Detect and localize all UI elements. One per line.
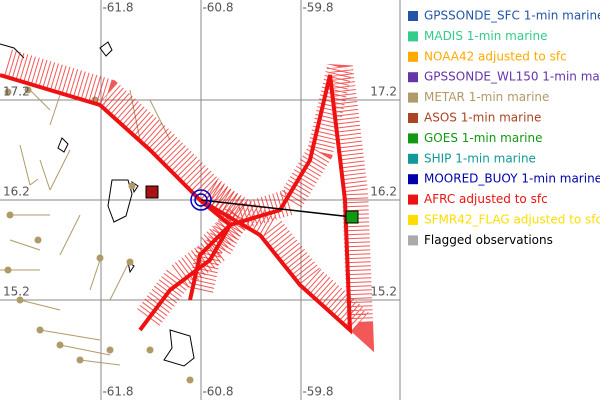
- metar-stations: [0, 86, 194, 384]
- legend-label: ASOS 1-min marine: [424, 111, 541, 125]
- lat-label: 15.2: [370, 285, 397, 299]
- legend-swatch: [408, 194, 418, 205]
- center-track: [200, 199, 353, 218]
- asos-station: [145, 185, 159, 199]
- legend-label: GPSSONDE_SFC 1-min marine: [424, 9, 600, 23]
- legend-swatch: [408, 113, 418, 123]
- lat-label: 17.2: [3, 85, 30, 99]
- legend-swatch: [408, 153, 418, 164]
- lat-label: 16.2: [370, 185, 397, 199]
- legend-swatch: [408, 11, 418, 21]
- goes-station: [345, 210, 359, 224]
- lon-label: -59.8: [302, 1, 333, 15]
- legend-label: METAR 1-min marine: [424, 90, 549, 104]
- legend-label: MADIS 1-min marine: [424, 29, 547, 43]
- afrc-track: [0, 49, 375, 353]
- legend: GPSSONDE_SFC 1-min marine MADIS 1-min mar…: [408, 9, 600, 247]
- storm-center: [190, 189, 212, 211]
- legend-swatch: [408, 174, 418, 185]
- lon-label: -59.8: [302, 385, 333, 399]
- legend-label: GOES 1-min marine: [424, 131, 542, 145]
- legend-label: AFRC adjusted to sfc: [424, 192, 548, 206]
- lat-label: 15.2: [3, 285, 30, 299]
- legend-label: Flagged observations: [424, 233, 553, 247]
- legend-swatch: [408, 72, 418, 83]
- legend-swatch: [408, 235, 418, 246]
- legend-swatch: [408, 92, 418, 103]
- lat-label: 17.2: [370, 85, 397, 99]
- lon-label: -60.8: [202, 1, 233, 15]
- axis-labels: -61.8 -60.8 -59.8 -61.8 -60.8 -59.8 17.2…: [3, 1, 397, 399]
- legend-label: GPSSONDE_WL150 1-min marine: [424, 70, 600, 84]
- lon-label: -61.8: [102, 1, 133, 15]
- legend-swatch: [408, 133, 418, 144]
- legend-label: NOAA42 adjusted to sfc: [424, 49, 567, 63]
- legend-label: MOORED_BUOY 1-min marine: [424, 172, 600, 186]
- legend-label: SFMR42_FLAG adjusted to sfc: [424, 213, 600, 227]
- legend-swatch: [408, 51, 418, 62]
- lon-label: -60.8: [202, 385, 233, 399]
- lon-label: -61.8: [102, 385, 133, 399]
- legend-label: SHIP 1-min marine: [424, 151, 536, 165]
- lat-label: 16.2: [3, 185, 30, 199]
- legend-swatch: [408, 215, 418, 225]
- legend-swatch: [408, 31, 418, 42]
